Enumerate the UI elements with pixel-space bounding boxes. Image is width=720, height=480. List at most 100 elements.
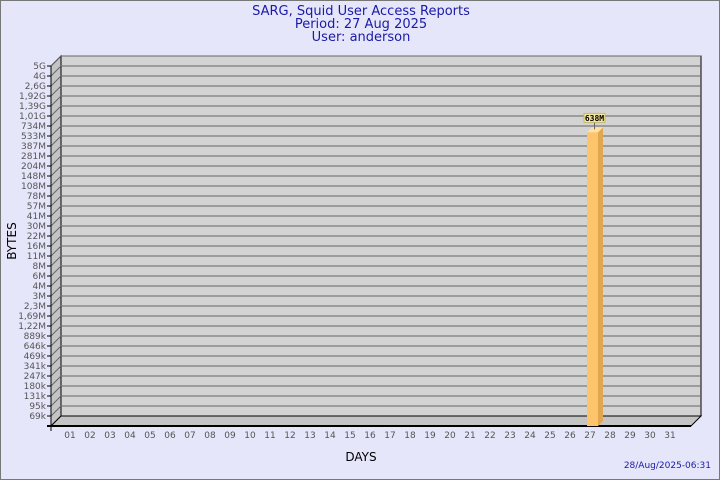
gridline-side	[50, 365, 62, 377]
gridline-side	[50, 125, 62, 137]
x-tick-label: 21	[464, 431, 475, 441]
y-tick-label: 387M	[21, 142, 46, 152]
y-tick-label: 22M	[27, 232, 46, 242]
chart-user: User: anderson	[311, 30, 411, 45]
gridline-side	[50, 245, 62, 257]
y-tick-label: 4M	[33, 282, 47, 292]
gridline-side	[50, 235, 62, 247]
gridline-side	[50, 405, 62, 417]
x-tick-label: 15	[344, 431, 355, 441]
y-tick-label: 1,01G	[19, 112, 46, 122]
x-tick-label: 13	[304, 431, 315, 441]
y-tick-label: 148M	[21, 172, 46, 182]
gridline-side	[50, 255, 62, 267]
x-tick-label: 23	[504, 431, 515, 441]
gridline-side	[50, 215, 62, 227]
y-tick-label: 247k	[24, 372, 47, 382]
gridline-side	[50, 305, 62, 317]
y-tick-label: 2,6G	[25, 82, 46, 92]
gridline-side	[50, 315, 62, 327]
y-tick-label: 281M	[21, 152, 46, 162]
gridline-side	[50, 335, 62, 347]
gridline-side	[50, 265, 62, 277]
gridline-side	[50, 145, 62, 157]
gridline-side	[50, 75, 62, 87]
gridline-side	[50, 155, 62, 167]
x-tick-label: 25	[544, 431, 555, 441]
y-tick-label: 1,69M	[18, 312, 46, 322]
gridline-side	[50, 135, 62, 147]
x-tick-label: 03	[104, 431, 115, 441]
gridline-side	[50, 355, 62, 367]
y-axis-label: BYTES	[5, 222, 19, 259]
x-tick-label: 16	[364, 431, 376, 441]
y-tick-label: 11M	[27, 252, 46, 262]
gridline-side	[50, 65, 62, 77]
x-tick-label: 24	[524, 431, 536, 441]
y-tick-label: 204M	[21, 162, 46, 172]
gridline-side	[50, 85, 62, 97]
x-tick-label: 06	[164, 431, 176, 441]
gridline-side	[50, 95, 62, 107]
gridline-side	[50, 185, 62, 197]
x-tick-label: 30	[644, 431, 656, 441]
y-tick-label: 1,39G	[19, 102, 46, 112]
gridline-side	[50, 345, 62, 357]
y-tick-label: 341k	[24, 362, 47, 372]
x-tick-label: 10	[244, 431, 256, 441]
gridline-side	[50, 105, 62, 117]
x-tick-label: 18	[404, 431, 416, 441]
gridline-side	[50, 285, 62, 297]
gridline-side	[50, 175, 62, 187]
y-tick-label: 41M	[27, 212, 46, 222]
y-tick-label: 734M	[21, 122, 46, 132]
bar-top	[587, 127, 603, 133]
gridline-side	[50, 385, 62, 397]
generated-timestamp: 28/Aug/2025-06:31	[623, 461, 711, 471]
gridline-side	[50, 395, 62, 407]
data-label-box	[583, 112, 606, 123]
x-tick-label: 01	[64, 431, 75, 441]
x-tick-label: 22	[484, 431, 495, 441]
gridline-side	[50, 225, 62, 237]
gridline-side	[50, 325, 62, 337]
y-tick-label: 108M	[21, 182, 46, 192]
x-tick-label: 12	[284, 431, 295, 441]
x-tick-label: 14	[324, 431, 336, 441]
x-tick-label: 09	[224, 431, 236, 441]
gridline-side	[50, 295, 62, 307]
y-tick-label: 131k	[24, 392, 47, 402]
gridline-side	[50, 205, 62, 217]
y-tick-label: 69k	[29, 412, 46, 422]
y-tick-label: 95k	[29, 402, 46, 412]
x-tick-label: 17	[384, 431, 395, 441]
gridline-side	[50, 195, 62, 207]
x-tick-label: 28	[604, 431, 616, 441]
x-tick-label: 19	[424, 431, 436, 441]
bar-side	[598, 127, 603, 427]
x-tick-label: 11	[264, 431, 275, 441]
x-tick-label: 31	[664, 431, 675, 441]
x-tick-label: 02	[84, 431, 95, 441]
gridline-side	[50, 375, 62, 387]
plot-floor	[49, 415, 703, 427]
y-tick-label: 30M	[27, 222, 46, 232]
x-tick-label: 07	[184, 431, 195, 441]
x-tick-label: 26	[564, 431, 576, 441]
y-tick-label: 78M	[27, 192, 46, 202]
data-label: 638M	[585, 114, 604, 123]
x-tick-label: 20	[444, 431, 456, 441]
y-tick-label: 469k	[24, 352, 47, 362]
chart-title: SARG, Squid User Access Reports	[252, 4, 470, 19]
gridline-side	[50, 275, 62, 287]
y-tick-label: 889k	[24, 332, 47, 342]
y-tick-label: 6M	[33, 272, 47, 282]
y-tick-label: 4G	[33, 72, 46, 82]
chart-period: Period: 27 Aug 2025	[294, 17, 428, 32]
x-axis-label: DAYS	[345, 450, 376, 464]
y-tick-label: 646k	[24, 342, 47, 352]
y-tick-label: 180k	[24, 382, 47, 392]
x-tick-label: 05	[144, 431, 155, 441]
